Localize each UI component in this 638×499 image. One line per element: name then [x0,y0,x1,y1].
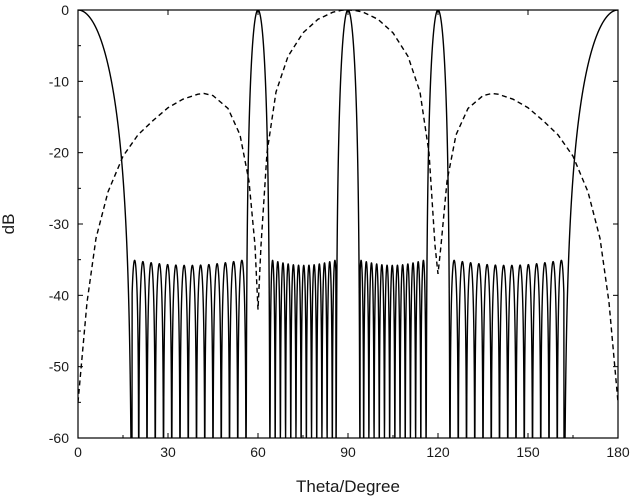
x-tick-label: 180 [606,444,630,460]
y-tick-label: -10 [49,73,69,89]
y-tick-label: 0 [61,2,69,18]
series-solid-line [78,10,618,438]
y-tick-label: -60 [49,430,69,446]
y-tick-label: -40 [49,287,69,303]
y-axis-title: dB [0,214,18,235]
y-tick-label: -20 [49,145,69,161]
x-tick-label: 30 [160,444,176,460]
x-tick-label: 60 [250,444,266,460]
series-dashed-line [78,10,618,403]
x-tick-label: 0 [74,444,82,460]
ticks-layer: 0 30 60 90 120 150 180 0 -10 -20 -30 -40 -50 -60 [49,2,630,460]
x-tick-label: 150 [516,444,540,460]
x-tick-label: 120 [426,444,450,460]
y-tick-label: -30 [49,216,69,232]
plot-frame [77,9,619,439]
x-axis-title: Theta/Degree [296,477,400,496]
x-tick-label: 90 [340,444,356,460]
curves-layer [78,10,618,438]
y-tick-label: -50 [49,359,69,375]
